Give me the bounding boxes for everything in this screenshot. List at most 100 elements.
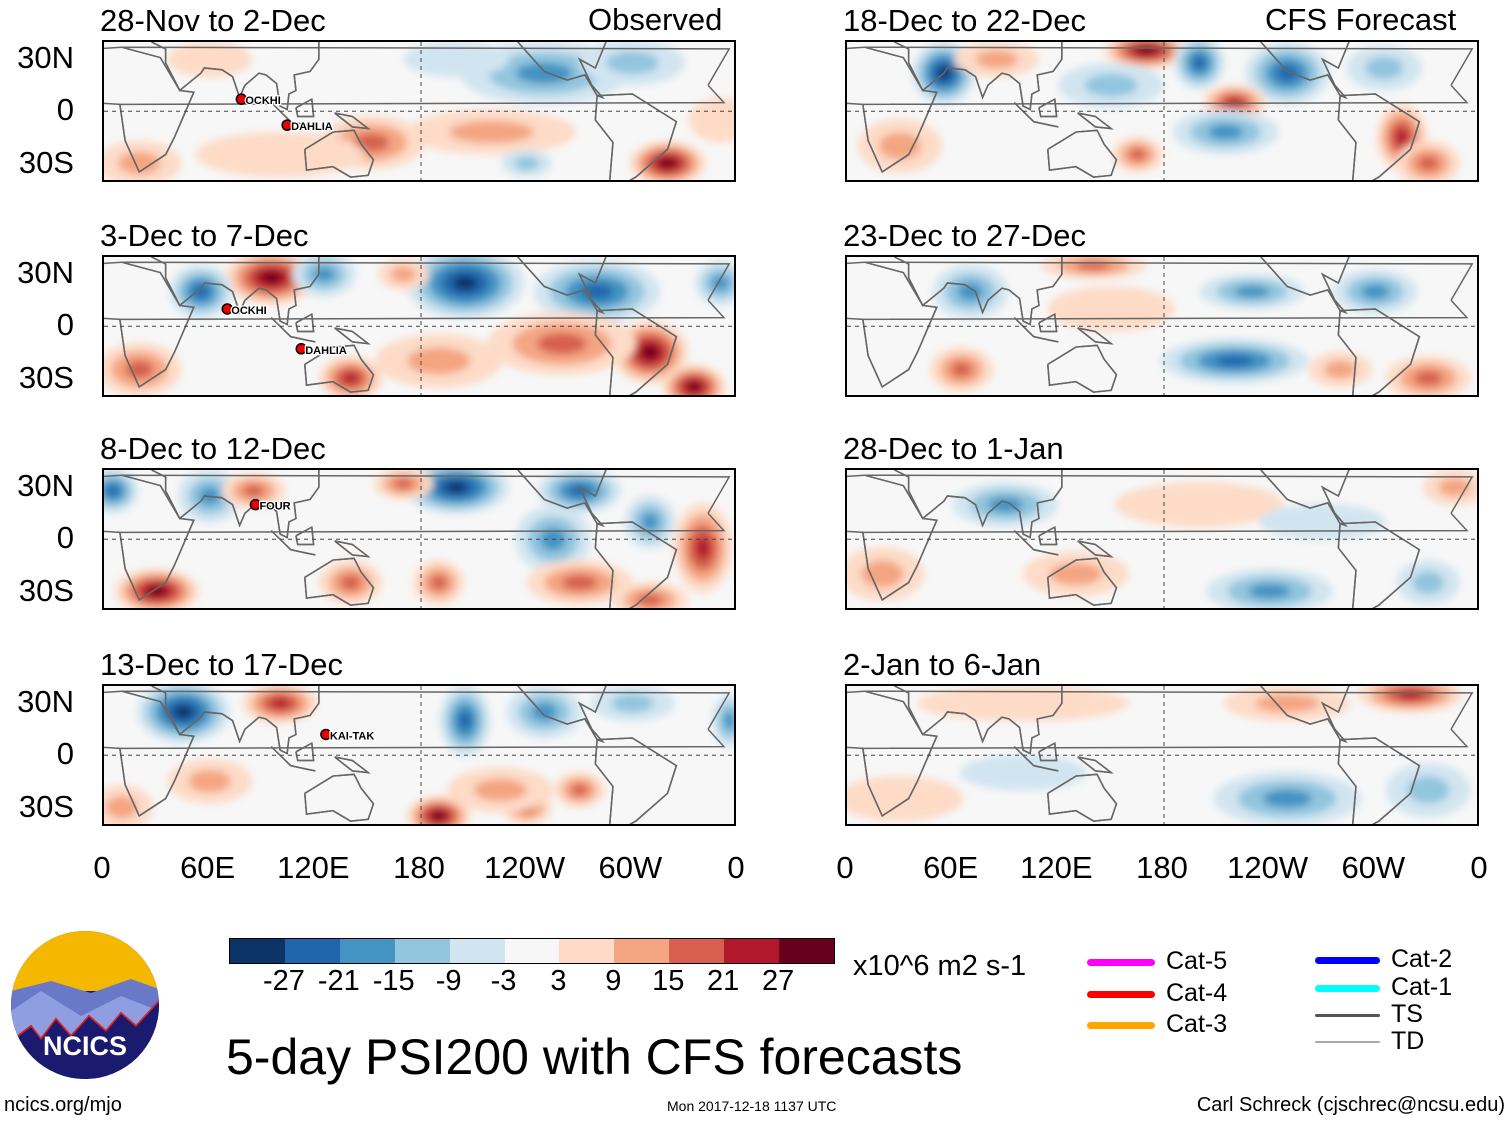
coastline [1038,525,1058,546]
panel-title: 28-Nov to 2-Dec [100,3,326,38]
negative-anomaly [1215,355,1253,367]
negative-anomaly [106,485,120,497]
coastline [517,686,607,743]
coastline [151,257,320,326]
coastline [1337,521,1421,608]
colorbar-label: -15 [372,965,415,997]
storm-label: FOUR [259,501,290,513]
negative-anomaly [1407,776,1450,804]
negative-anomaly [723,711,734,730]
x-axis-label: 0 [836,850,854,885]
colorbar-label: -21 [317,965,360,997]
positive-anomaly [1438,478,1471,497]
coastline [270,530,316,556]
positive-anomaly [449,120,534,144]
coastline [295,312,315,333]
positive-anomaly [1129,148,1147,161]
negative-anomaly [1276,65,1298,82]
coastline [1337,93,1421,180]
coastline [1077,756,1114,774]
coastline [1077,327,1114,345]
coastline [334,540,371,558]
legend-label: Cat-4 [1166,979,1228,1007]
negative-anomaly [1262,789,1312,808]
storm-label: OCKHI [231,305,266,317]
x-axis-label: 120W [484,850,566,885]
positive-anomaly [270,698,290,709]
source-link[interactable]: ncics.org/mjo [4,1094,122,1116]
positive-anomaly [878,132,921,160]
coastline [304,773,375,822]
positive-anomaly [847,776,964,822]
legend-line [1315,957,1380,964]
colorbar-label: 21 [707,965,740,997]
map-panel: OCKHI DAHLIA [102,40,736,182]
coastline [894,257,1063,326]
colorbar-label: 9 [605,965,622,997]
legend-label: Cat-5 [1166,947,1228,975]
coastline [270,746,316,772]
ncics-logo: NCICS [11,931,159,1079]
coastline [304,344,375,393]
storm-marker [281,119,293,131]
positive-anomaly [339,575,362,591]
coastline [295,525,315,546]
negative-anomaly [1208,124,1244,140]
coastline [270,746,316,772]
coastline [1038,312,1058,333]
y-axis-label: 30N [17,255,74,290]
coastline [1047,344,1118,393]
legend-line [1087,959,1155,966]
negative-anomaly [611,694,654,713]
legend-label: Cat-3 [1166,1010,1228,1038]
positive-anomaly [1414,370,1443,386]
colorbar-label: -27 [262,965,305,997]
legend-line [1315,1014,1380,1017]
author-credit: Carl Schreck (cjschrec@ncsu.edu) [1196,1094,1505,1116]
legend-label: Cat-1 [1391,973,1453,1001]
coastline [1013,317,1059,343]
legend-line [1315,985,1380,992]
negative-anomaly [192,284,209,299]
storm-marker [320,728,332,741]
colorbar-label: -9 [435,965,462,997]
negative-anomaly [445,481,467,493]
positive-anomaly [537,333,587,355]
coastline [1013,102,1059,128]
coastline [334,112,371,130]
coastline [1013,530,1059,556]
map-panel [845,40,1479,182]
y-axis-label: 0 [56,92,74,127]
coastline [847,261,938,388]
legend-label: TS [1391,1000,1423,1028]
positive-anomaly [1047,286,1175,332]
coastline [1013,102,1059,128]
coastline [295,741,315,762]
x-axis-label: 60E [923,850,979,885]
coastline [295,97,315,118]
observed-label: Observed [588,2,723,37]
positive-anomaly [342,372,359,384]
coastline [334,756,371,774]
coastline [1013,746,1059,772]
panel-title: 18-Dec to 22-Dec [843,3,1086,38]
x-axis-label: 120E [277,850,350,885]
legend-label: TD [1391,1027,1425,1055]
legend-line [1087,991,1155,998]
positive-anomaly [861,560,904,588]
colorbar-swatch [559,939,615,963]
positive-anomaly [950,362,973,378]
colorbar-label: 27 [761,965,795,997]
positive-anomaly [659,158,676,168]
negative-anomaly [1248,583,1291,599]
coastline [594,737,678,824]
coastline [517,42,607,99]
forecast-label: CFS Forecast [1265,2,1457,37]
storm-label: OCKHI [245,95,280,107]
y-axis-label: 30N [17,468,74,503]
negative-anomaly [516,62,573,84]
positive-anomaly [148,586,166,596]
legend-label: Cat-2 [1391,945,1453,973]
negative-anomaly [453,275,477,291]
negative-anomaly [173,705,193,719]
